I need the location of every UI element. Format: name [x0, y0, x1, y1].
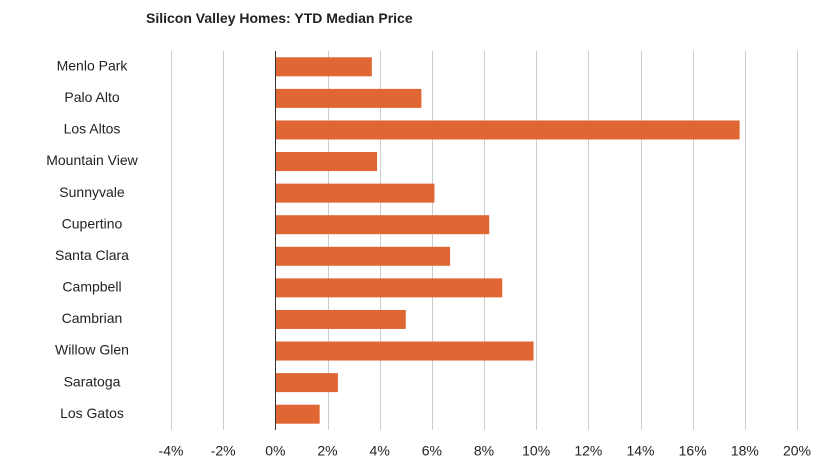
bar-cambrian	[275, 309, 406, 329]
x-tick-labels: -4% -2% 0% 2% 4% 6% 8% 10% 12% 14% 16% 18% 20%	[159, 443, 811, 459]
x-tick-label: 18%	[731, 443, 759, 459]
category-label: Los Gatos	[60, 405, 124, 421]
bars	[275, 57, 740, 424]
gridlines	[171, 51, 798, 430]
category-label: Mountain View	[46, 152, 138, 168]
category-label: Saratoga	[64, 373, 121, 389]
x-tick-label: 16%	[679, 443, 707, 459]
x-tick-label: 14%	[626, 443, 654, 459]
bar-cupertino	[275, 215, 490, 235]
bar-mountain-view	[275, 152, 378, 172]
category-label: Cupertino	[62, 215, 123, 231]
category-label: Palo Alto	[64, 89, 119, 105]
category-label: Santa Clara	[55, 247, 129, 263]
x-tick-label: 12%	[574, 443, 602, 459]
bar-campbell	[275, 278, 503, 298]
bar-saratoga	[275, 373, 338, 393]
x-tick-label: 4%	[370, 443, 390, 459]
category-label: Los Altos	[64, 121, 121, 137]
x-tick-label: -2%	[211, 443, 236, 459]
category-label: Sunnyvale	[59, 184, 125, 200]
chart-title: Silicon Valley Homes: YTD Median Price	[146, 10, 413, 26]
x-tick-label: 2%	[317, 443, 337, 459]
category-label: Cambrian	[62, 310, 123, 326]
x-tick-label: 20%	[783, 443, 811, 459]
category-labels: Menlo Park Palo Alto Los Altos Mountain Vie…	[46, 57, 138, 420]
category-label: Willow Glen	[55, 342, 129, 358]
bar-willow-glen	[275, 341, 534, 361]
bar-palo-alto	[275, 88, 422, 108]
x-tick-label: 0%	[265, 443, 285, 459]
bar-los-altos	[275, 120, 740, 140]
category-label: Campbell	[62, 279, 121, 295]
x-tick-label: 8%	[474, 443, 494, 459]
category-label: Menlo Park	[57, 57, 129, 73]
bar-los-gatos	[275, 404, 320, 424]
bar-sunnyvale	[275, 183, 435, 203]
x-tick-label: -4%	[159, 443, 184, 459]
bar-santa-clara	[275, 246, 451, 266]
x-tick-label: 10%	[522, 443, 550, 459]
x-tick-label: 6%	[422, 443, 442, 459]
bar-menlo-park	[275, 57, 372, 77]
